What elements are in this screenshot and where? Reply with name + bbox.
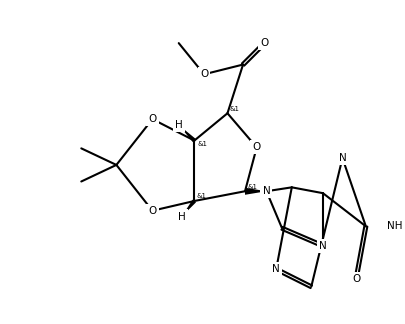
Text: O: O [148,114,157,124]
Polygon shape [179,125,196,142]
Text: H: H [178,212,185,222]
Text: &1: &1 [230,106,240,112]
Text: O: O [260,38,269,48]
Text: &1: &1 [197,141,207,147]
Text: N: N [339,153,346,163]
Text: &1: &1 [247,184,257,190]
Text: NH: NH [387,221,403,231]
Text: O: O [352,274,360,284]
Text: H: H [175,120,183,130]
Text: N: N [262,186,270,196]
Text: O: O [200,69,208,79]
Text: N: N [272,264,280,274]
Text: N: N [319,241,327,251]
Polygon shape [245,188,266,195]
Text: &1: &1 [197,193,207,199]
Polygon shape [182,200,196,216]
Text: O: O [148,206,157,216]
Text: O: O [253,142,261,152]
